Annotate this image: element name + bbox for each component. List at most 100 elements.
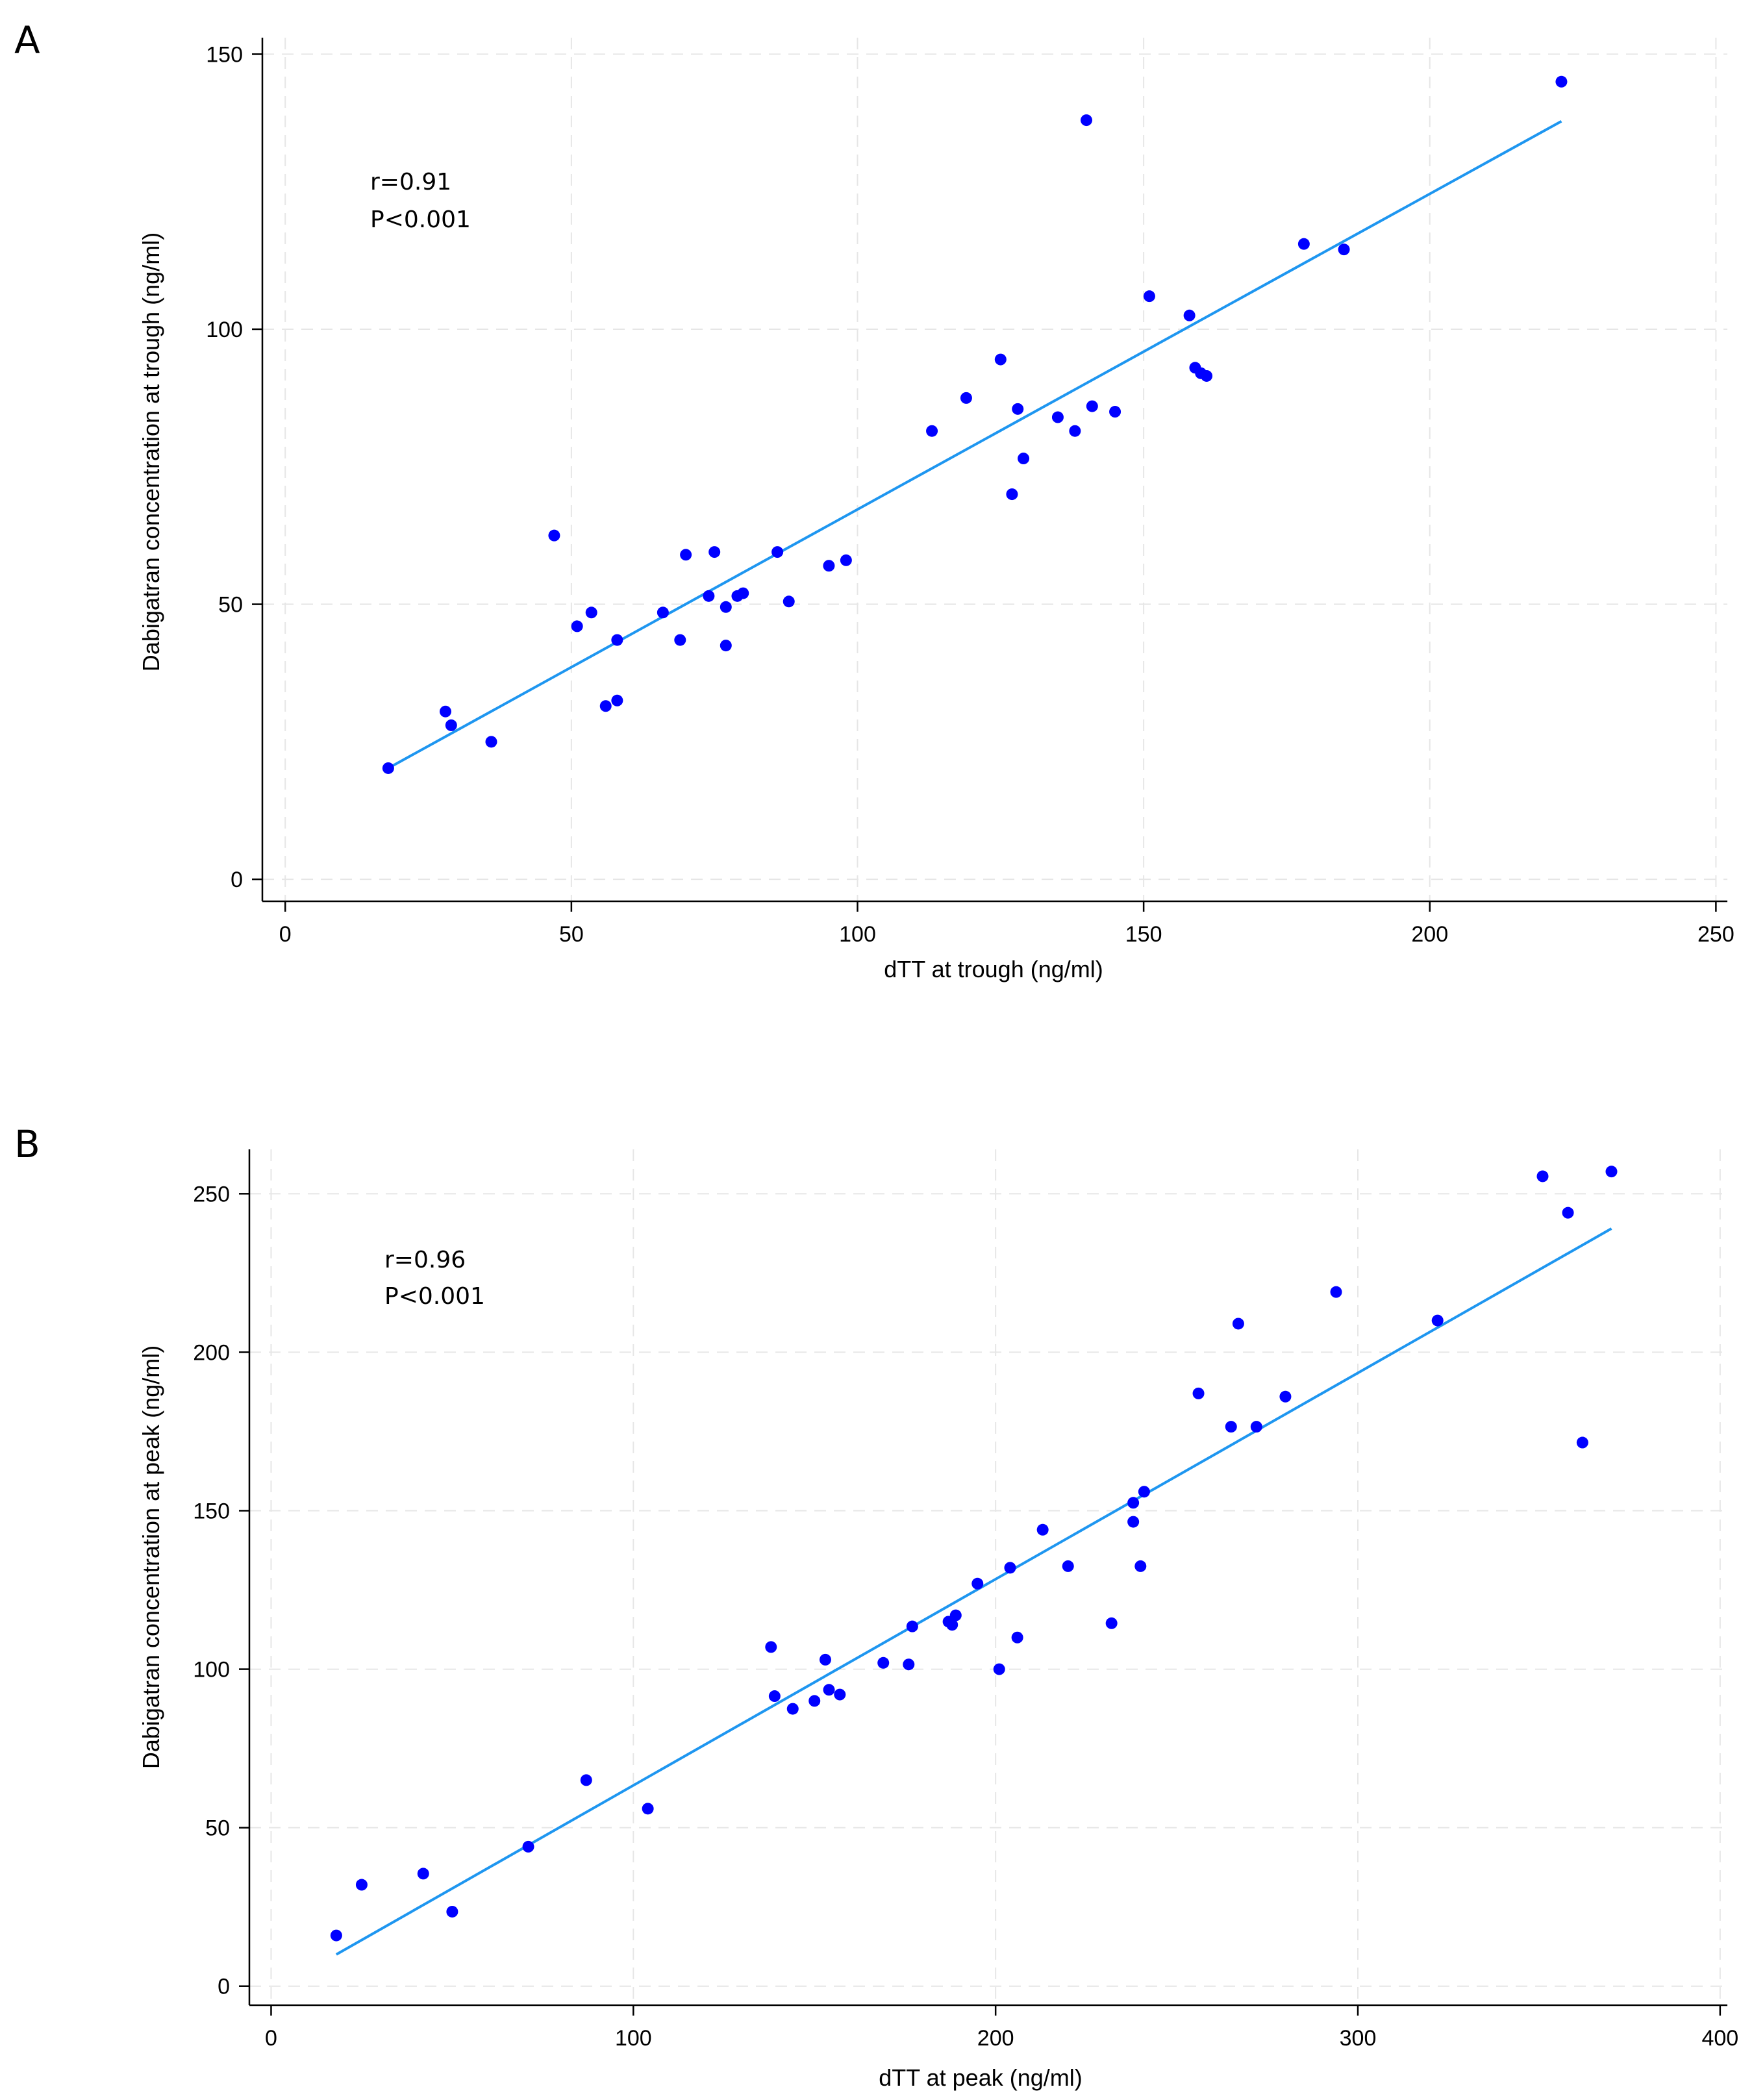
y-tick-label: 250 — [193, 1182, 230, 1206]
x-tick-label: 400 — [1701, 2026, 1738, 2051]
data-point — [599, 700, 612, 712]
x-tick-label: 100 — [839, 922, 876, 947]
data-point — [840, 554, 852, 566]
x-tick-label: 0 — [279, 922, 292, 947]
data-point — [571, 620, 583, 632]
panel-a-axes — [261, 38, 1727, 903]
y-tick-label: 50 — [218, 593, 243, 618]
x-tick-label: 300 — [1340, 2026, 1377, 2051]
data-point — [834, 1688, 846, 1701]
data-point — [708, 546, 721, 558]
data-point — [657, 606, 669, 619]
data-point — [330, 1929, 342, 1942]
data-point — [877, 1656, 890, 1669]
data-point — [1562, 1206, 1574, 1219]
panel-a-ticks: 0 50 100 150 200 250 0 50 100 150 — [206, 42, 1734, 947]
data-point — [1536, 1170, 1549, 1182]
panel-b-p-annotation: P<0.001 — [384, 1283, 485, 1310]
data-point — [1143, 290, 1155, 303]
data-point — [642, 1803, 654, 1815]
data-point — [446, 1905, 458, 1918]
data-point — [1062, 1560, 1074, 1572]
data-point — [823, 560, 835, 572]
data-point — [522, 1840, 534, 1853]
panel-b-y-axis-title: Dabigatran concentration at peak (ng/ml) — [138, 1345, 164, 1769]
data-point — [1127, 1497, 1140, 1509]
data-point — [1338, 244, 1350, 256]
data-point — [611, 694, 623, 706]
data-point — [720, 601, 732, 613]
y-tick-label: 100 — [206, 318, 243, 342]
data-point — [580, 1774, 592, 1786]
x-tick-label: 0 — [265, 2026, 277, 2051]
data-point — [611, 634, 623, 646]
data-point — [680, 549, 692, 561]
data-point — [1036, 1523, 1049, 1536]
data-point — [1330, 1286, 1342, 1298]
data-point — [1576, 1436, 1588, 1449]
panel-b-gridlines — [249, 1149, 1727, 2005]
y-tick-label: 0 — [231, 868, 243, 892]
data-point — [1225, 1421, 1237, 1433]
data-point — [1431, 1314, 1444, 1327]
y-tick-label: 50 — [205, 1816, 230, 1841]
data-point — [993, 1663, 1005, 1675]
data-point — [674, 634, 686, 646]
x-tick-label: 200 — [1411, 922, 1448, 947]
panel-a-y-axis-title: Dabigatran concentration at trough (ng/m… — [138, 232, 164, 671]
data-point — [445, 719, 457, 731]
data-point — [737, 587, 749, 599]
data-point — [1051, 411, 1064, 423]
data-point — [1006, 488, 1018, 501]
panel-b-r-annotation: r=0.96 — [384, 1247, 466, 1273]
data-point — [946, 1619, 958, 1631]
data-point — [903, 1658, 915, 1671]
data-point — [994, 353, 1007, 366]
data-point — [1183, 309, 1196, 321]
data-point — [1127, 1516, 1140, 1528]
data-point — [949, 1609, 962, 1621]
y-tick-label: 150 — [193, 1499, 230, 1523]
fit-line — [335, 1227, 1612, 1956]
data-point — [585, 606, 597, 619]
panel-a-fit — [387, 120, 1562, 769]
panel-a-p-annotation: P<0.001 — [370, 206, 471, 233]
data-point — [1134, 1560, 1147, 1572]
data-point — [1086, 400, 1098, 412]
data-point — [960, 392, 972, 404]
data-point — [485, 736, 497, 748]
data-point — [1018, 453, 1030, 465]
data-point — [765, 1641, 777, 1653]
panel-a-points — [382, 75, 1568, 774]
panel-b-label: B — [14, 1122, 40, 1166]
x-tick-label: 50 — [559, 922, 584, 947]
y-tick-label: 0 — [218, 1975, 230, 1999]
panel-a-x-axis-title: dTT at trough (ng/ml) — [884, 956, 1103, 982]
data-point — [1081, 114, 1092, 127]
data-point — [783, 595, 795, 608]
y-tick-label: 200 — [193, 1340, 230, 1365]
data-point — [440, 705, 451, 718]
data-point — [906, 1620, 918, 1632]
panel-b-points — [330, 1166, 1618, 1942]
data-point — [1605, 1166, 1618, 1178]
data-point — [548, 529, 560, 542]
data-point — [1109, 406, 1121, 418]
data-point — [1201, 369, 1213, 382]
y-tick-label: 100 — [193, 1658, 230, 1682]
panel-a-r-annotation: r=0.91 — [370, 169, 451, 195]
data-point — [382, 762, 394, 774]
data-point — [971, 1577, 984, 1590]
data-point — [808, 1695, 821, 1707]
data-point — [926, 425, 938, 437]
panel-b-fit — [335, 1227, 1612, 1956]
data-point — [1138, 1486, 1150, 1498]
x-tick-label: 250 — [1697, 922, 1735, 947]
x-tick-label: 100 — [615, 2026, 652, 2051]
panel-b-x-axis-title: dTT at peak (ng/ml) — [879, 2064, 1082, 2091]
data-point — [355, 1879, 368, 1891]
data-point — [1012, 403, 1024, 415]
fit-line — [387, 120, 1562, 769]
data-point — [823, 1684, 835, 1696]
